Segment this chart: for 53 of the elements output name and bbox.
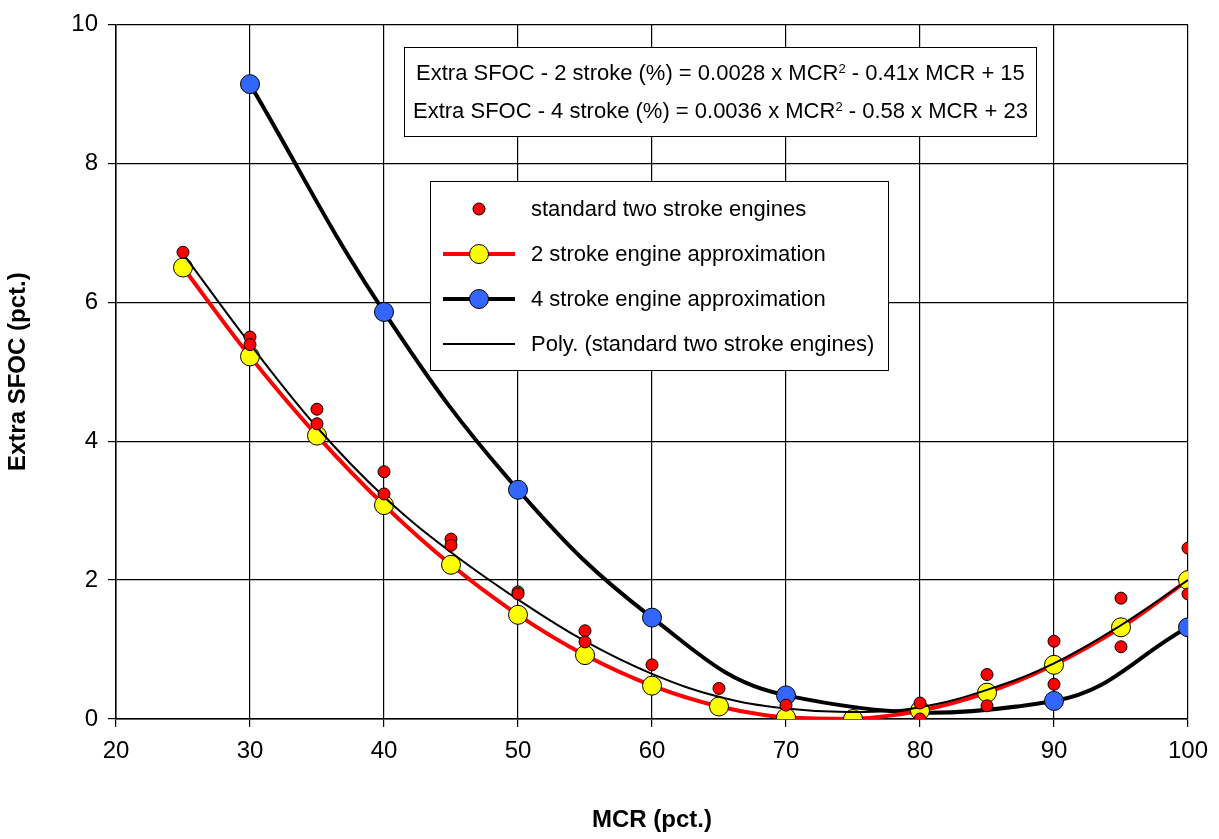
y-tick-label: 4 [84, 425, 98, 453]
point [575, 645, 595, 666]
point [642, 607, 662, 628]
point [645, 658, 659, 672]
y-tick-label: 10 [71, 9, 98, 37]
point [779, 698, 793, 712]
point [444, 538, 458, 552]
y-tick-label: 8 [84, 147, 98, 175]
x-tick-label: 80 [906, 736, 934, 764]
y-tick-label: 2 [84, 564, 98, 592]
annotation: Extra SFOC - 4 stroke (%) = 0.0036 x MCR$^{2}$ - 0.58 x MCR + 23 [413, 97, 1028, 125]
point [176, 245, 190, 259]
x-tick-label: 60 [638, 736, 666, 764]
x-tick-label: 70 [772, 736, 800, 764]
point [709, 696, 729, 717]
x-tick-label: 90 [1040, 736, 1068, 764]
x-tick-label: 100 [1167, 736, 1209, 764]
point [310, 402, 324, 416]
point [1114, 640, 1128, 654]
annotation: Extra SFOC - 2 stroke (%) = 0.0028 x MCR$^{2}$ - 0.41x MCR + 15 [415, 59, 1026, 87]
x-tick-label: 30 [236, 736, 264, 764]
point [578, 635, 592, 649]
point [508, 479, 528, 500]
point [508, 604, 528, 625]
point [913, 696, 927, 710]
point [712, 681, 726, 695]
y-tick-label: 0 [84, 703, 98, 731]
point [1047, 634, 1061, 648]
point [1044, 690, 1064, 711]
point [240, 74, 260, 95]
y-tick-label: 6 [84, 286, 98, 314]
point [980, 699, 994, 713]
point [374, 301, 394, 322]
point [578, 624, 592, 638]
legend-label: 4 stroke engine approximation [531, 285, 826, 312]
point [377, 487, 391, 501]
legend-label: 2 stroke engine approximation [531, 240, 826, 267]
x-tick-label: 40 [370, 736, 398, 764]
point [980, 668, 994, 682]
point [1047, 677, 1061, 691]
point [441, 554, 461, 575]
legend-label: Poly. (standard two stroke engines) [531, 330, 875, 357]
y-axis-title: Extra SFOC (pct.) [3, 272, 31, 472]
legend-label: standard two stroke engines [531, 195, 807, 222]
point [1114, 591, 1128, 605]
point [642, 675, 662, 696]
point [173, 257, 193, 278]
point [243, 338, 257, 352]
x-axis-title: MCR (pct.) [592, 805, 712, 833]
point [377, 465, 391, 479]
point [310, 417, 324, 431]
x-tick-label: 20 [102, 736, 130, 764]
x-tick-label: 50 [504, 736, 532, 764]
